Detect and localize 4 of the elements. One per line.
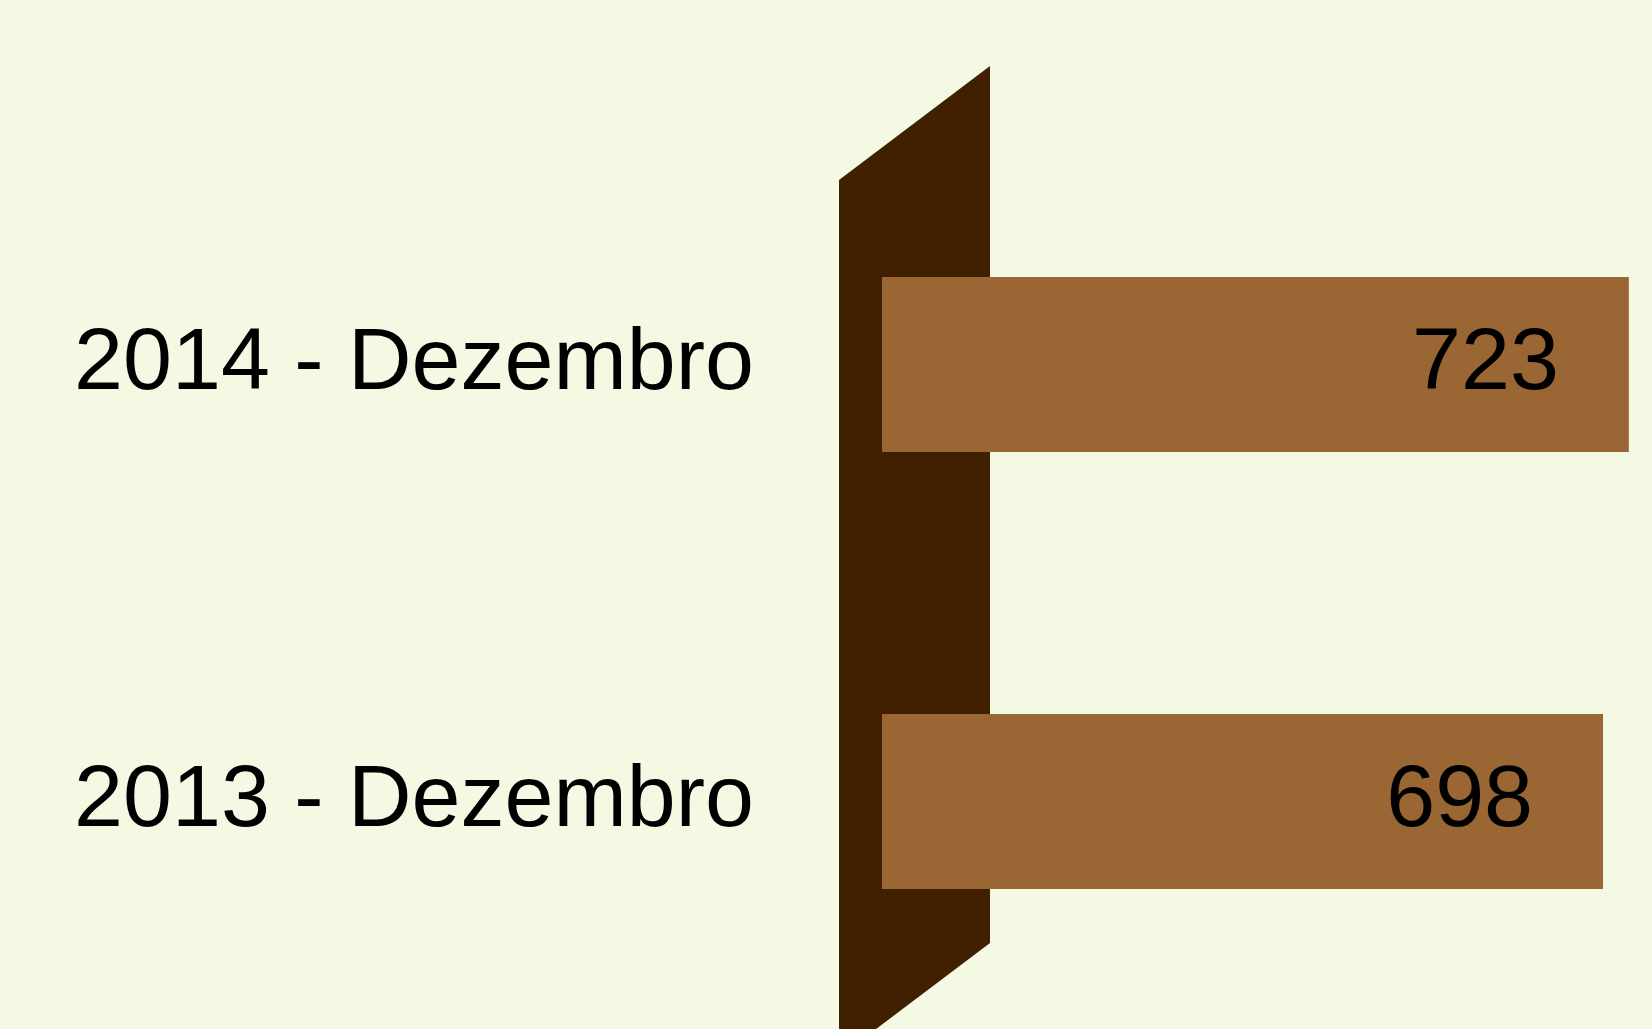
data-label: 723 [1412, 308, 1559, 408]
y-tick-label: 2013 - Dezembro [74, 745, 754, 845]
data-label: 698 [1386, 745, 1534, 845]
y-tick-label: 2014 - Dezembro [74, 308, 754, 408]
